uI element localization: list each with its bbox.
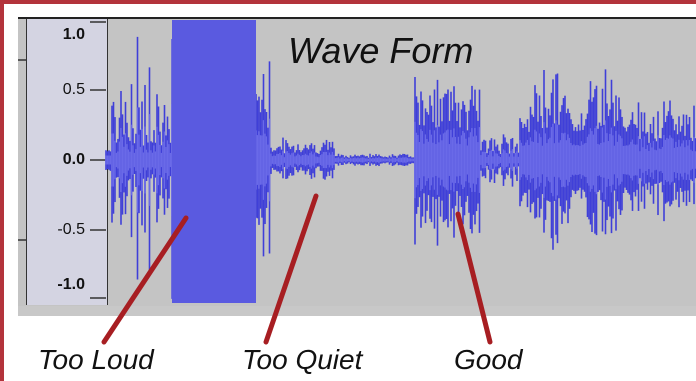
frame-border-left — [0, 0, 4, 381]
label-good: Good — [454, 344, 523, 375]
track-bottom-strip — [18, 306, 696, 316]
amplitude-ruler: 1.0 0.5 0.0 -0.5 -1.0 — [26, 19, 108, 305]
pointer-too-quiet — [263, 193, 319, 345]
waveform — [105, 20, 696, 303]
pointer-good — [455, 211, 493, 345]
pointer-too-loud — [101, 215, 189, 345]
tick-label-neg-0-5: -0.5 — [57, 221, 85, 238]
clipped-region — [172, 20, 256, 303]
label-too-loud: Too Loud — [38, 344, 154, 375]
ruler-tick-marks — [18, 21, 106, 299]
frame-border-top — [0, 0, 696, 4]
tick-label-0-0: 0.0 — [62, 151, 85, 168]
annotation-pointers — [101, 193, 493, 345]
label-too-quiet: Too Quiet — [242, 344, 363, 375]
tick-label-0-5: 0.5 — [62, 81, 85, 98]
tick-label-neg-1-0: -1.0 — [57, 276, 85, 293]
tick-label-1-0: 1.0 — [62, 26, 85, 43]
diagram-title: Wave Form — [288, 30, 474, 71]
